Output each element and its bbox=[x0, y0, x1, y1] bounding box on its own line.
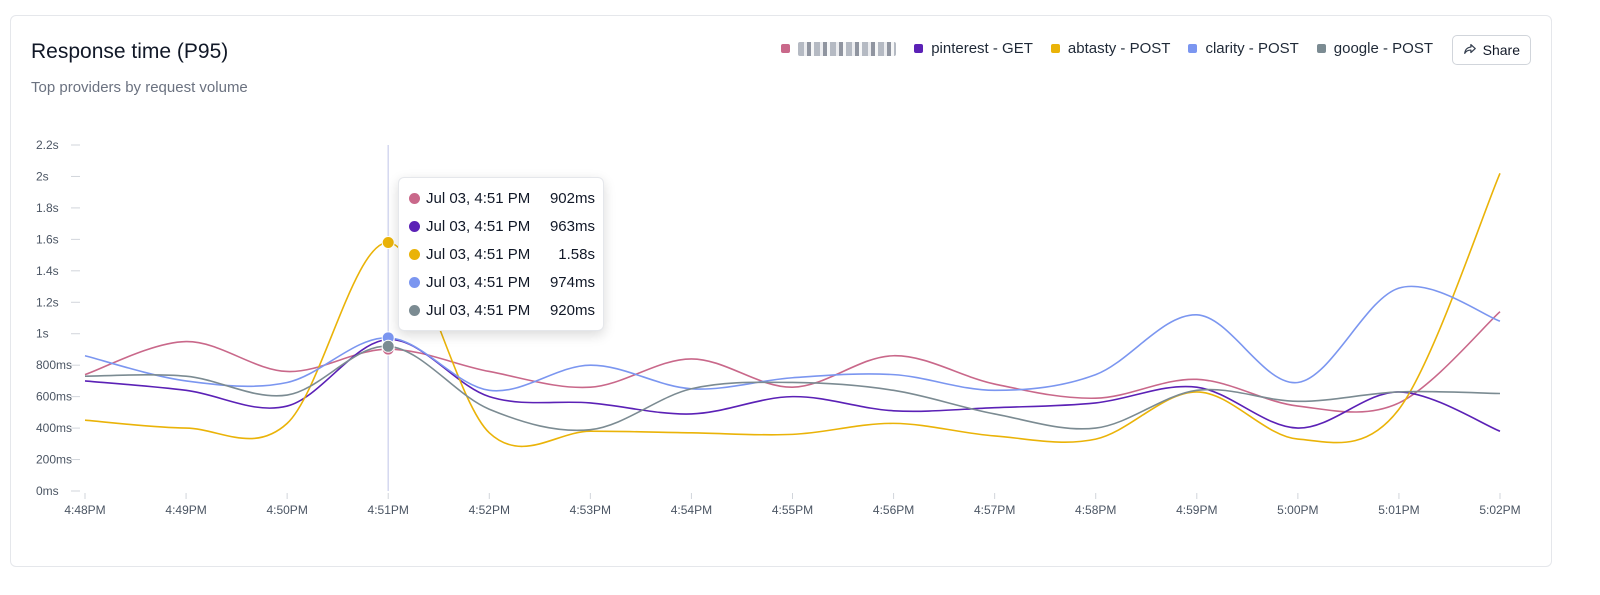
x-tick-label: 4:57PM bbox=[974, 503, 1015, 517]
tooltip-row: Jul 03, 4:51 PM 1.58s bbox=[409, 241, 595, 269]
y-tick-label: 1s bbox=[36, 327, 49, 341]
legend-swatch bbox=[1050, 44, 1060, 53]
x-tick-label: 4:52PM bbox=[469, 503, 510, 517]
tooltip-value: 902ms bbox=[549, 190, 595, 208]
tooltip-dot bbox=[409, 193, 420, 205]
y-tick-label: 2s bbox=[36, 169, 49, 183]
legend-label: clarity - POST bbox=[1205, 40, 1299, 57]
y-tick-label: 800ms bbox=[36, 358, 72, 372]
y-tick-label: 200ms bbox=[36, 453, 72, 467]
tooltip-time: Jul 03, 4:51 PM bbox=[426, 273, 531, 291]
x-tick-label: 4:56PM bbox=[873, 503, 914, 517]
tooltip-dot bbox=[409, 248, 420, 260]
legend-swatch bbox=[1316, 44, 1326, 53]
x-tick-label: 5:00PM bbox=[1277, 503, 1318, 517]
tooltip-time: Jul 03, 4:51 PM bbox=[426, 218, 531, 236]
x-tick-label: 5:02PM bbox=[1479, 503, 1520, 517]
chart-title: Response time (P95) bbox=[31, 40, 229, 63]
chart-subtitle: Top providers by request volume bbox=[31, 79, 248, 96]
x-tick-label: 4:50PM bbox=[266, 503, 307, 517]
x-tick-label: 4:54PM bbox=[671, 503, 712, 517]
tooltip-value: 1.58s bbox=[558, 245, 595, 263]
x-tick-label: 4:48PM bbox=[64, 503, 105, 517]
legend-swatch bbox=[781, 44, 791, 53]
legend-label: pinterest - GET bbox=[931, 40, 1033, 57]
legend-label: abtasty - POST bbox=[1067, 40, 1171, 57]
redacted-label bbox=[798, 41, 897, 56]
y-tick-label: 1.6s bbox=[36, 232, 59, 246]
x-tick-label: 4:51PM bbox=[368, 503, 409, 517]
share-button[interactable]: Share bbox=[1451, 35, 1531, 65]
legend-swatch bbox=[1188, 44, 1198, 53]
tooltip-time: Jul 03, 4:51 PM bbox=[426, 190, 531, 208]
legend-item-pinterest[interactable]: pinterest - GET bbox=[914, 40, 1033, 57]
tooltip-dot bbox=[409, 276, 420, 288]
tooltip-dot bbox=[409, 304, 420, 316]
tooltip-row: Jul 03, 4:51 PM 963ms bbox=[409, 213, 595, 241]
chart-tooltip: Jul 03, 4:51 PM 902ms Jul 03, 4:51 PM 96… bbox=[398, 177, 604, 331]
share-label: Share bbox=[1482, 42, 1520, 58]
x-tick-label: 4:59PM bbox=[1176, 503, 1217, 517]
legend-swatch bbox=[914, 44, 924, 53]
x-tick-label: 4:58PM bbox=[1075, 503, 1116, 517]
tooltip-value: 974ms bbox=[549, 273, 595, 291]
legend-label: google - POST bbox=[1333, 40, 1433, 57]
y-tick-label: 2.2s bbox=[36, 138, 59, 152]
y-tick-label: 600ms bbox=[36, 390, 72, 404]
tooltip-value: 920ms bbox=[549, 301, 595, 319]
y-tick-label: 1.8s bbox=[36, 201, 59, 215]
chart-card: Response time (P95) Top providers by req… bbox=[10, 15, 1552, 567]
y-tick-label: 400ms bbox=[36, 421, 72, 435]
tooltip-value: 963ms bbox=[549, 218, 595, 236]
y-tick-label: 1.2s bbox=[36, 295, 59, 309]
chart-legend: pinterest - GET abtasty - POST clarity -… bbox=[781, 40, 1433, 57]
legend-item-google[interactable]: google - POST bbox=[1316, 40, 1433, 57]
legend-item-clarity[interactable]: clarity - POST bbox=[1188, 40, 1299, 57]
legend-item-redacted[interactable] bbox=[781, 41, 897, 56]
tooltip-row: Jul 03, 4:51 PM 902ms bbox=[409, 185, 595, 213]
tooltip-row: Jul 03, 4:51 PM 974ms bbox=[409, 268, 595, 296]
share-icon bbox=[1463, 42, 1477, 59]
x-tick-label: 5:01PM bbox=[1378, 503, 1419, 517]
tooltip-time: Jul 03, 4:51 PM bbox=[426, 301, 531, 319]
series-line-clarity bbox=[84, 285, 1501, 392]
y-tick-label: 1.4s bbox=[36, 264, 59, 278]
series-line-pinterest bbox=[84, 338, 1501, 432]
tooltip-dot bbox=[409, 221, 420, 233]
x-tick-label: 4:53PM bbox=[570, 503, 611, 517]
series-line-google bbox=[84, 345, 1501, 432]
point-abtasty bbox=[381, 236, 395, 250]
x-tick-label: 4:49PM bbox=[165, 503, 206, 517]
tooltip-time: Jul 03, 4:51 PM bbox=[426, 245, 531, 263]
x-tick-label: 4:55PM bbox=[772, 503, 813, 517]
series-line-abtasty bbox=[84, 172, 1501, 448]
tooltip-row: Jul 03, 4:51 PM 920ms bbox=[409, 296, 595, 324]
legend-item-abtasty[interactable]: abtasty - POST bbox=[1050, 40, 1171, 57]
y-tick-label: 0ms bbox=[36, 484, 59, 498]
point-google bbox=[381, 339, 395, 353]
